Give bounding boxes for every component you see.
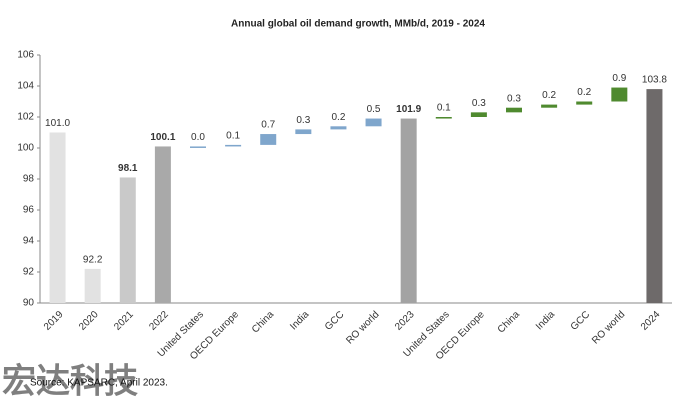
x-tick-label: GCC [569, 309, 593, 333]
value-label: 92.2 [83, 255, 103, 266]
x-tick-label: 2023 [393, 309, 417, 333]
value-label: 101.0 [45, 118, 70, 129]
value-label: 101.9 [396, 104, 421, 115]
value-label: 0.3 [472, 98, 486, 109]
value-label: 0.2 [542, 90, 556, 101]
bar [295, 129, 312, 135]
bar [506, 107, 522, 113]
bar [435, 117, 452, 119]
value-label: 0.2 [577, 87, 591, 98]
y-tick-label: 96 [23, 205, 35, 216]
value-label: 0.1 [437, 103, 451, 114]
x-tick-label: 2020 [77, 309, 101, 333]
value-label: 103.8 [642, 75, 667, 86]
bar [470, 112, 487, 117]
x-tick-label: GCC [323, 309, 347, 333]
x-tick-label: India [288, 309, 311, 332]
bar [611, 87, 628, 102]
bar [84, 268, 101, 303]
value-label: 0.0 [191, 132, 205, 143]
x-tick-label: China [250, 309, 277, 336]
bar [400, 118, 417, 303]
x-tick-label: China [496, 309, 523, 336]
value-label: 0.3 [296, 115, 310, 126]
chart-title: Annual global oil demand growth, MMb/d, … [231, 19, 485, 30]
source: Source: KAPSARC, April 2023. [30, 378, 168, 389]
value-label: 0.9 [612, 73, 626, 84]
bar [49, 132, 66, 303]
bar [119, 177, 136, 303]
bar [646, 89, 663, 303]
x-tick-label: 2022 [147, 309, 171, 333]
y-tick-label: 104 [17, 81, 34, 92]
y-tick-label: 106 [17, 50, 34, 61]
y-tick-label: 100 [17, 143, 34, 154]
value-label: 98.1 [118, 163, 138, 174]
x-tick-label: 2019 [42, 309, 66, 333]
y-tick-label: 92 [23, 267, 35, 278]
bar [154, 146, 171, 303]
y-tick-label: 94 [23, 236, 35, 247]
bar [576, 101, 593, 105]
watermark: 宏达科技 [2, 362, 138, 402]
value-label: 0.7 [261, 120, 275, 131]
value-label: 0.5 [367, 104, 381, 115]
value-label: 0.2 [331, 112, 345, 123]
value-label: 100.1 [150, 132, 175, 143]
bar [260, 134, 277, 145]
x-tick-label: RO world [590, 309, 627, 346]
x-tick-label: 2021 [112, 309, 136, 333]
y-tick-label: 90 [23, 298, 35, 309]
bar [541, 104, 558, 108]
y-tick-label: 98 [23, 174, 35, 185]
x-tick-label: 2024 [639, 309, 663, 333]
x-tick-label: India [534, 309, 557, 332]
x-tick-label: RO world [344, 309, 381, 346]
value-label: 0.1 [226, 131, 240, 142]
bar [330, 126, 347, 130]
value-label: 0.3 [507, 93, 521, 104]
bar [225, 144, 242, 147]
y-tick-label: 102 [17, 112, 34, 123]
bar [365, 118, 382, 127]
bar [190, 146, 206, 148]
